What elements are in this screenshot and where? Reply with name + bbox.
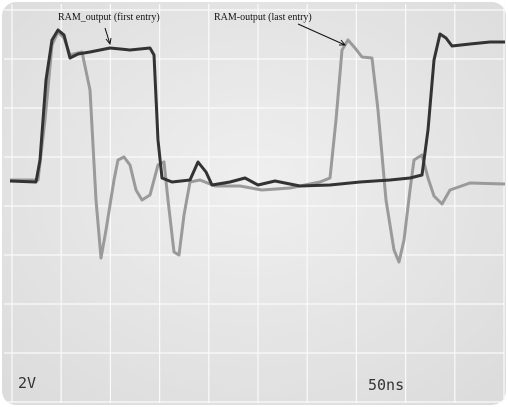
- volts-per-div: 2V: [18, 374, 36, 392]
- annotation-label: RAM_output (first entry): [58, 12, 160, 23]
- graticule: [4, 4, 505, 403]
- annotation-label: RAM-output (last entry): [214, 12, 312, 23]
- annotation-arrow: [104, 27, 111, 45]
- arrow-head: [339, 39, 347, 46]
- trace-last-entry: [10, 30, 506, 264]
- time-per-div: 50ns: [368, 376, 404, 394]
- arrow-head: [105, 37, 112, 46]
- trace-first-entry: [9, 28, 505, 188]
- annotation-arrow: [297, 23, 346, 46]
